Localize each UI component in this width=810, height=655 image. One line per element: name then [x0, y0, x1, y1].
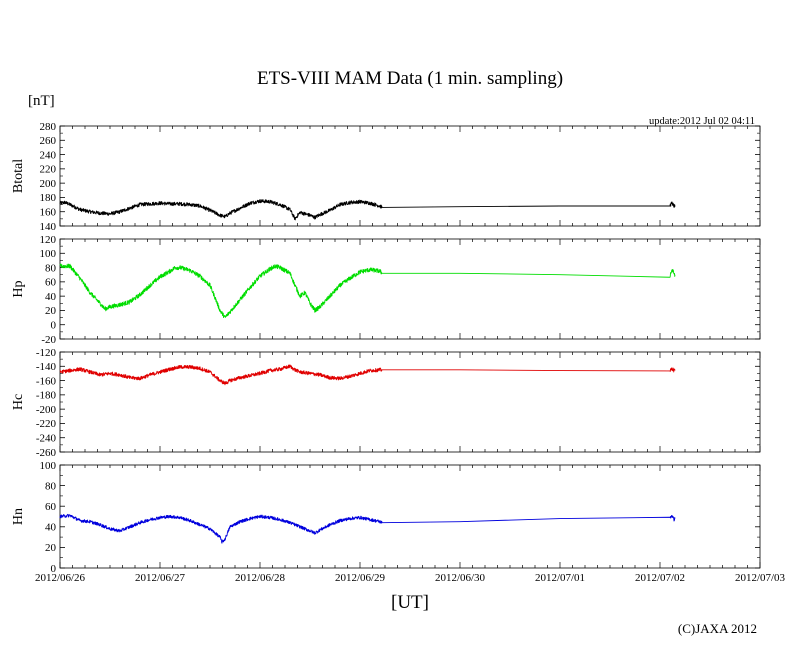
- y-tick-label: 220: [40, 164, 57, 176]
- panel-btotal: 140 160 180 200 220 240 260 280 Btotal: [11, 121, 761, 233]
- y-tick-label: 280: [40, 121, 57, 133]
- y-tick-label: -120: [36, 347, 57, 359]
- y-tick-label: 60: [45, 501, 57, 513]
- y-axis-label-btotal: Btotal: [11, 159, 26, 193]
- x-tick-label: 2012/06/30: [435, 572, 486, 584]
- x-axis-label: [UT]: [391, 592, 429, 613]
- y-tick-label: 60: [45, 277, 57, 289]
- plot-panels: 140160180200220240260280Btotal-200204060…: [11, 121, 761, 575]
- chart-title: ETS-VIII MAM Data (1 min. sampling): [257, 68, 563, 89]
- x-tick-label: 2012/06/29: [335, 572, 386, 584]
- y-tick-label: 20: [45, 305, 57, 317]
- y-tick-label: 40: [45, 522, 57, 534]
- y-tick-label: -20: [41, 334, 56, 346]
- y-tick-label: 80: [45, 480, 57, 492]
- panel-frame: [59, 125, 761, 227]
- panel-frame: [59, 238, 761, 340]
- y-tick-label: 260: [40, 135, 57, 147]
- y-tick-label: -180: [36, 390, 57, 402]
- y-tick-label: -200: [36, 404, 57, 416]
- y-tick-label: 200: [40, 178, 57, 190]
- series-line-hn: [59, 513, 676, 544]
- y-tick-label: 0: [51, 563, 57, 575]
- panel-hc: -260 -240 -220 -200 -180 -160 -140 -120 Hc: [11, 347, 761, 459]
- x-tick-label: 2012/07/02: [635, 572, 685, 584]
- credit-text: (C)JAXA 2012: [678, 621, 757, 636]
- y-tick-label: -140: [36, 361, 57, 373]
- y-tick-label: 0: [51, 320, 57, 332]
- series-line-btotal: [59, 199, 676, 221]
- panel-frame: [59, 351, 761, 453]
- panel-hn: 0 20 40 60 80 100 Hn: [11, 460, 761, 575]
- y-tick-label: 160: [40, 207, 57, 219]
- unit-label: [nT]: [28, 93, 55, 109]
- update-timestamp: update:2012 Jul 02 04:11: [649, 116, 755, 127]
- y-axis-label-hn: Hn: [11, 508, 26, 525]
- x-tick-label: 2012/06/27: [135, 572, 186, 584]
- series-line-hp: [59, 263, 676, 319]
- y-axis-label-hc: Hc: [11, 394, 26, 410]
- y-tick-label: -220: [36, 418, 57, 430]
- y-tick-label: -160: [36, 375, 57, 387]
- y-tick-label: 100: [40, 248, 57, 260]
- y-tick-label: 240: [40, 149, 57, 161]
- series-line-hc: [59, 364, 676, 386]
- y-tick-label: 40: [45, 291, 57, 303]
- y-tick-label: -260: [36, 447, 57, 459]
- y-tick-label: -240: [36, 433, 57, 445]
- y-tick-label: 140: [40, 221, 57, 233]
- panel-hp: -20 0 20 40 60 80 100 120 Hp: [11, 234, 761, 346]
- y-tick-label: 100: [40, 460, 57, 472]
- x-tick-label: 2012/07/01: [535, 572, 585, 584]
- y-axis-label-hp: Hp: [11, 280, 26, 297]
- x-tick-label: 2012/06/28: [235, 572, 286, 584]
- y-tick-label: 120: [40, 234, 57, 246]
- x-tick-label: 2012/07/03: [735, 572, 786, 584]
- y-tick-label: 20: [45, 542, 57, 554]
- y-tick-label: 180: [40, 192, 57, 204]
- x-tick-labels: 2012/06/26 2012/06/27 2012/06/28 2012/06/29…: [35, 572, 786, 584]
- x-tick-label: 2012/06/26: [35, 572, 86, 584]
- y-tick-label: 80: [45, 262, 57, 274]
